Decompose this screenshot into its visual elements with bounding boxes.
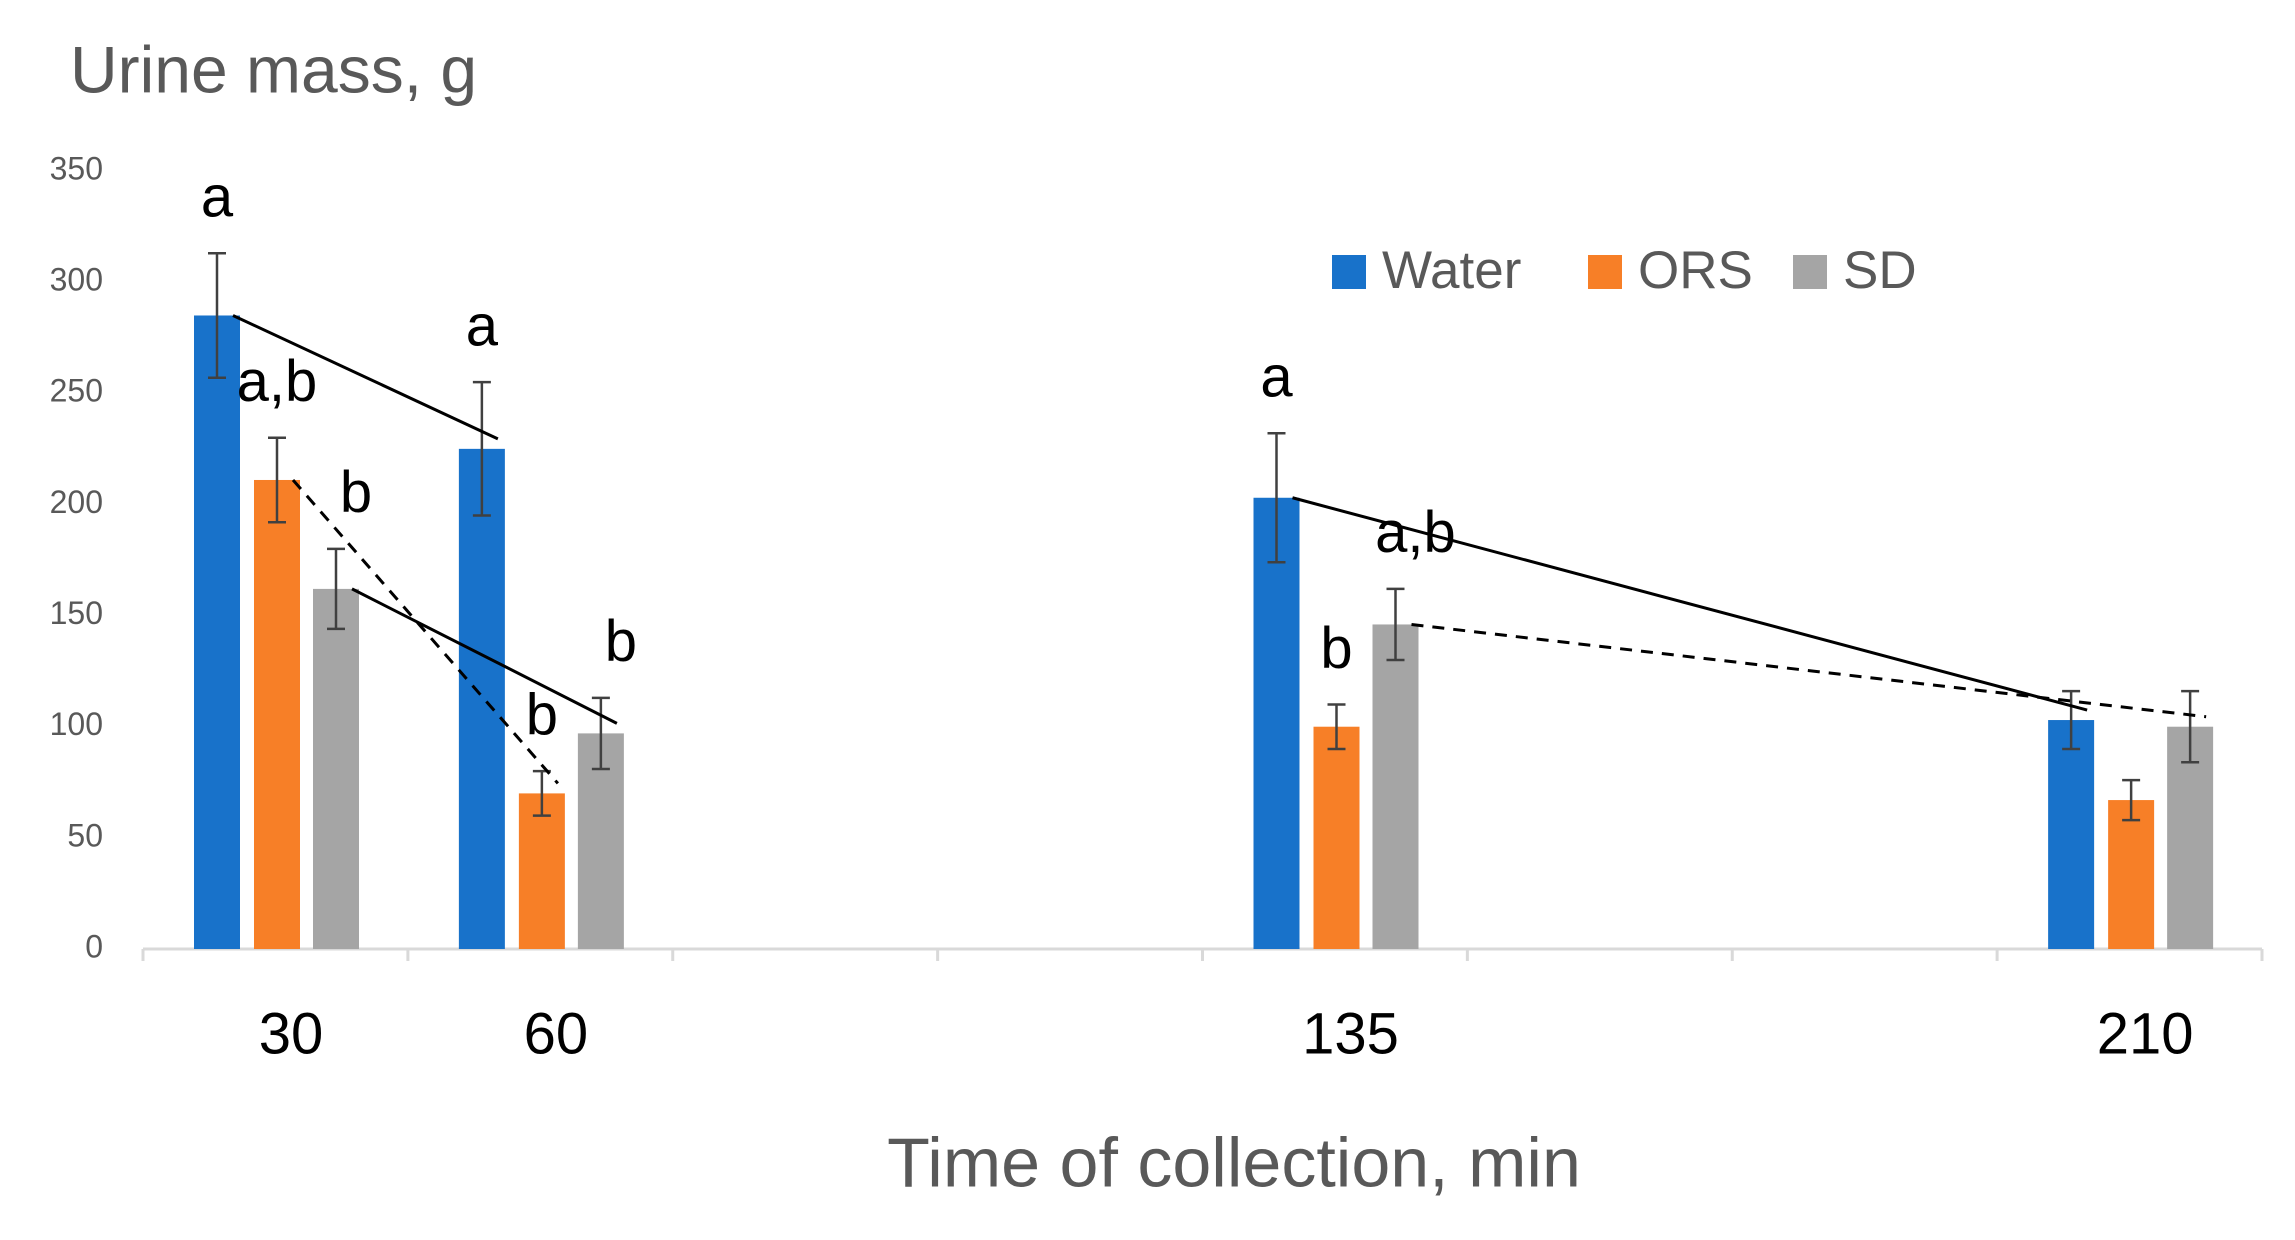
bar <box>194 315 240 949</box>
x-tick-label: 60 <box>524 1001 589 1066</box>
significance-letter: a <box>201 165 234 230</box>
y-tick-label: 50 <box>67 817 103 853</box>
error-bar <box>1267 432 1286 564</box>
significance-letter: a <box>466 293 499 358</box>
x-tick-label: 30 <box>259 1001 324 1066</box>
significance-letter: a,b <box>1375 500 1456 565</box>
y-tick-label: 350 <box>50 150 103 186</box>
legend-label: ORS <box>1638 241 1753 300</box>
legend-label: Water <box>1382 241 1521 300</box>
bar <box>313 588 359 949</box>
y-tick-label: 0 <box>85 928 103 964</box>
trend-line <box>1292 496 2088 712</box>
x-tick-label: 135 <box>1302 1001 1399 1066</box>
bar <box>1313 726 1360 949</box>
significance-letter: b <box>605 609 637 674</box>
significance-letter: b <box>340 460 372 525</box>
bar <box>518 793 565 949</box>
error-bar <box>1386 587 1405 662</box>
error-bar <box>472 380 491 517</box>
bar <box>2167 726 2214 949</box>
y-tick-label: 100 <box>50 706 103 742</box>
bar <box>1253 497 1300 949</box>
bar <box>458 448 505 949</box>
bar <box>2108 800 2155 949</box>
legend-swatch <box>1793 255 1827 289</box>
error-bar <box>1327 703 1346 751</box>
y-tick-label: 250 <box>50 373 103 409</box>
significance-letter: a <box>1260 345 1293 410</box>
x-tick-label: 210 <box>2097 1001 2194 1066</box>
trend-line <box>351 587 618 725</box>
trend-line <box>232 314 499 441</box>
error-bar <box>2062 689 2081 751</box>
error-bar <box>208 251 226 379</box>
y-tick-label: 200 <box>50 484 103 520</box>
error-bar <box>327 547 345 631</box>
error-bar <box>2122 778 2141 822</box>
legend-swatch <box>1332 255 1366 289</box>
trend-line <box>291 478 560 785</box>
bar <box>254 479 300 949</box>
significance-letter: b <box>1320 616 1352 681</box>
trend-line <box>1411 622 2207 719</box>
legend-label: SD <box>1843 241 1917 300</box>
bar <box>2048 720 2095 949</box>
error-bar <box>268 436 286 524</box>
y-tick-label: 300 <box>50 262 103 298</box>
x-axis-label: Time of collection, min <box>887 1123 1581 1201</box>
y-tick-label: 150 <box>50 595 103 631</box>
error-bar <box>2181 689 2200 764</box>
significance-letter: a,b <box>237 349 318 414</box>
significance-letter: b <box>526 682 558 747</box>
legend-swatch <box>1588 255 1622 289</box>
bar <box>1372 624 1419 949</box>
error-bar <box>591 696 610 771</box>
chart-title: Urine mass, g <box>70 32 477 106</box>
